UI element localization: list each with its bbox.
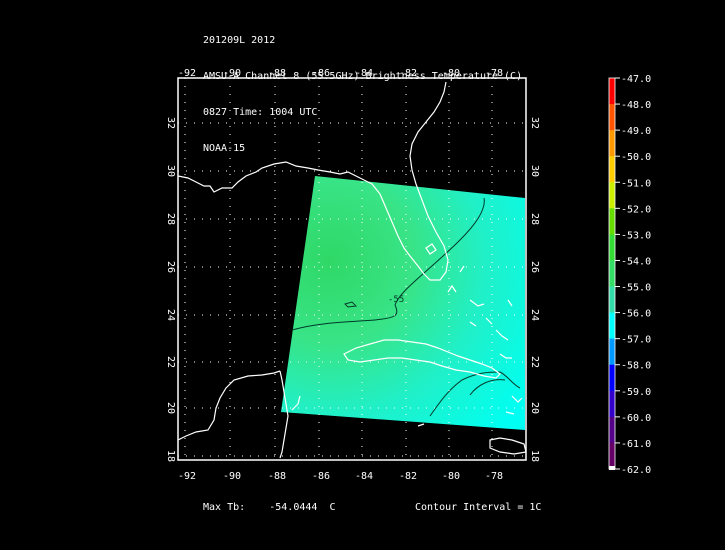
lat-label-left: 24: [165, 309, 176, 321]
colorbar-segment: [609, 208, 615, 235]
colorbar-label: -54.0: [621, 256, 651, 267]
map-frame: [177, 77, 527, 461]
coastline-bahamas: [447, 265, 513, 359]
max-tb-value: -54.0444: [269, 502, 318, 513]
coastline-islands: [417, 395, 526, 455]
lon-label-top: -90: [223, 68, 241, 79]
colorbar-label: -61.0: [621, 439, 651, 450]
colorbar-segment: [609, 442, 615, 470]
colorbar-segment: [609, 156, 615, 183]
colorbar-segment: [609, 416, 615, 444]
brightness-swath: [281, 176, 525, 430]
colorbar-segment: [609, 364, 615, 392]
contour-line-4: [344, 301, 358, 308]
lon-label-bottom: -80: [442, 471, 460, 482]
colorbar-label: -48.0: [621, 100, 651, 111]
colorbar-segment: [609, 130, 615, 157]
colorbar-label: -51.0: [621, 178, 651, 189]
colorbar-label: -47.0: [621, 74, 651, 85]
lon-label-top: -82: [399, 68, 417, 79]
colorbar-label: -59.0: [621, 387, 651, 398]
lat-label-right: 20: [529, 402, 540, 414]
colorbar-label: -50.0: [621, 152, 651, 163]
contour-line-1: [291, 197, 485, 331]
lon-label-bottom: -82: [399, 471, 417, 482]
lat-label-right: 28: [529, 213, 540, 225]
colorbar-segment: [609, 234, 615, 262]
colorbar-label: -56.0: [621, 309, 651, 320]
lat-label-left: 20: [165, 402, 176, 414]
colorbar-label: -49.0: [621, 126, 651, 137]
colorbar-segment: [609, 182, 615, 209]
lon-label-top: -86: [312, 68, 330, 79]
lon-label-bottom: -90: [223, 471, 241, 482]
map-title: 201209L 2012 AMSU-A Channel 8 (55.5GHz) …: [203, 11, 522, 167]
lon-label-bottom: -88: [268, 471, 286, 482]
max-tb-readout: Max Tb: -54.0444 C: [203, 502, 336, 513]
lon-label-bottom: -84: [355, 471, 373, 482]
contour-line-3: [469, 379, 506, 396]
lat-label-left: 32: [165, 117, 176, 129]
lon-label-top: -88: [268, 68, 286, 79]
lon-label-top: -78: [485, 68, 503, 79]
lon-label-bottom: -86: [312, 471, 330, 482]
contour-line-2: [429, 371, 521, 417]
colorbar: -47.0 -48.0 -49.0 -50.0 -51.0 -52.0 -53.0 -54.0…: [608, 74, 651, 476]
title-line-1: 201209L 2012: [203, 35, 276, 46]
colorbar-segment: [609, 466, 615, 470]
coastline-gulf: [178, 81, 449, 441]
title-line-4: NOAA-15: [203, 143, 246, 154]
max-tb-label: Max Tb:: [203, 502, 246, 513]
lat-label-left: 22: [165, 356, 176, 368]
contour-label: -55: [388, 295, 404, 305]
colorbar-segment: [609, 390, 615, 418]
colorbar-frame: [608, 77, 616, 470]
lon-label-top: -92: [178, 68, 196, 79]
colorbar-label: -57.0: [621, 335, 651, 346]
colorbar-segment: [609, 286, 615, 314]
lat-label-right: 22: [529, 356, 540, 368]
colorbar-segment: [609, 260, 615, 288]
colorbar-label: -60.0: [621, 413, 651, 424]
lon-label-top: -84: [355, 68, 373, 79]
colorbar-label: -53.0: [621, 230, 651, 241]
contour-interval: Contour Interval = 1C: [415, 502, 542, 513]
coastline-cuba: [343, 339, 501, 379]
lon-label-top: -80: [442, 68, 460, 79]
lat-label-left: 26: [165, 261, 176, 273]
colorbar-segment: [609, 78, 615, 105]
lat-label-right: 24: [529, 309, 540, 321]
lat-label-left: 28: [165, 213, 176, 225]
colorbar-label: -55.0: [621, 283, 651, 294]
colorbar-label: -58.0: [621, 361, 651, 372]
lat-label-right: 30: [529, 165, 540, 177]
lon-label-bottom: -92: [178, 471, 196, 482]
colorbar-segment: [609, 338, 615, 366]
lon-label-bottom: -78: [485, 471, 503, 482]
lat-label-left: 18: [165, 450, 176, 462]
colorbar-label: -52.0: [621, 204, 651, 215]
max-tb-unit: C: [329, 502, 336, 513]
title-line-2: AMSU-A Channel 8 (55.5GHz) Brightness Te…: [203, 71, 523, 82]
colorbar-label: -62.0: [621, 465, 651, 476]
coastline-yucatan: [279, 370, 301, 459]
lat-label-right: 32: [529, 117, 540, 129]
lat-label-right: 26: [529, 261, 540, 273]
colorbar-segment: [609, 312, 615, 340]
colorbar-segment: [609, 104, 615, 131]
coastline-lake: [425, 243, 437, 255]
lat-label-left: 30: [165, 165, 176, 177]
title-line-3: 0827 Time: 1004 UTC: [203, 107, 318, 118]
lat-label-right: 18: [529, 450, 540, 462]
